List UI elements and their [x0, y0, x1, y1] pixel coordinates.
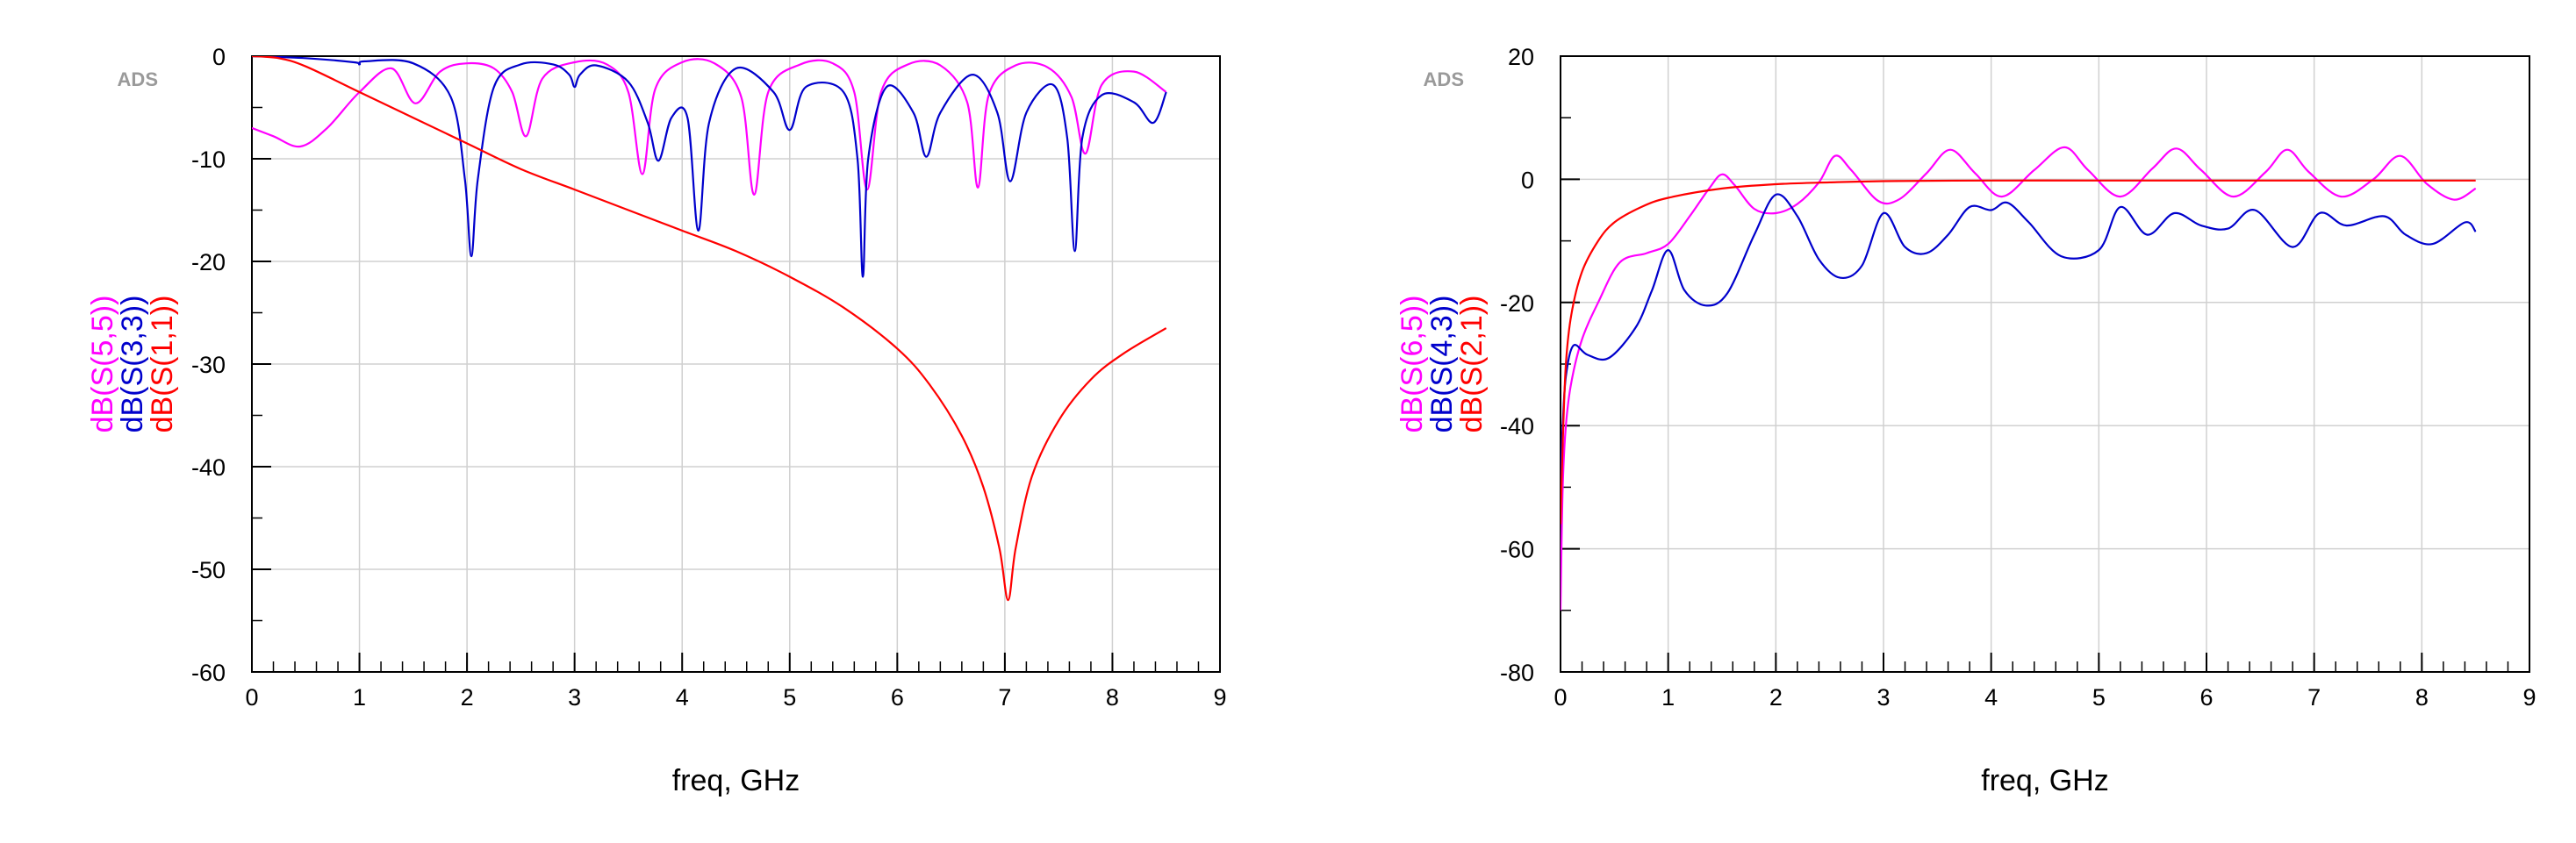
y-tick-label: -50 [191, 557, 226, 583]
series-line-db-s-4-3 [1561, 193, 2477, 488]
y-tick-label: 0 [212, 44, 226, 70]
x-tick-label: 9 [1213, 684, 1226, 711]
legend-entry: dB(S(3,3)) [116, 296, 149, 433]
x-tick-label: 5 [783, 684, 796, 711]
x-tick-label: 7 [2307, 684, 2321, 711]
y-tick-label: -80 [1500, 660, 1534, 686]
legend-entry: dB(S(6,5)) [1396, 296, 1429, 433]
y-tick-label: -10 [191, 146, 226, 173]
x-tick-label: 8 [2415, 684, 2429, 711]
series-group [1561, 146, 2477, 611]
x-tick-label: 4 [1984, 684, 1998, 711]
x-tick-label: 6 [891, 684, 904, 711]
x-tick-label: 7 [998, 684, 1011, 711]
x-tick-label: 6 [2199, 684, 2213, 711]
y-tick-label: -20 [191, 249, 226, 275]
y-tick-label: 20 [1508, 44, 1534, 70]
grid [252, 56, 1220, 672]
y-tick-label: -40 [191, 454, 226, 481]
x-tick-label: 9 [2522, 684, 2536, 711]
x-tick-label: 0 [245, 684, 258, 711]
x-minor-ticks [272, 661, 1200, 672]
y-legend: dB(S(6,5))dB(S(4,3))dB(S(2,1)) [1396, 296, 1489, 433]
ads-watermark: ADS [1424, 68, 1464, 90]
x-tick-label: 1 [353, 684, 366, 711]
grid [1561, 56, 2529, 672]
y-tick-label: -60 [1500, 537, 1534, 563]
x-axis-label: freq, GHz [672, 764, 800, 797]
legend-entry: dB(S(1,1)) [146, 296, 179, 433]
series-group [252, 56, 1167, 602]
y-minor-ticks [252, 106, 262, 622]
x-tick-label: 2 [1769, 684, 1783, 711]
chart-2: 0 1 2 3 4 5 6 7 8 9 20 0 -20 -40 -60 -80 ADS freq, GHz dB(… [1396, 44, 2537, 797]
x-tick-label: 3 [1876, 684, 1890, 711]
series-line-db-s-2-1 [1561, 179, 2476, 525]
legend-entry: dB(S(2,1)) [1455, 296, 1489, 433]
x-axis-label: freq, GHz [1981, 764, 2108, 797]
y-tick-label: -60 [191, 660, 226, 686]
x-tick-label: 3 [568, 684, 581, 711]
x-tick-label: 2 [461, 684, 474, 711]
series-line-db-s-1-1 [252, 56, 1167, 602]
y-tick-label: -30 [191, 352, 226, 378]
chart-1: 0 1 2 3 4 5 6 7 8 9 0 -10 -20 -30 -40 -50 -60 ADS freq, GH… [86, 44, 1227, 797]
y-legend: dB(S(5,5))dB(S(3,3))dB(S(1,1)) [86, 296, 179, 433]
series-line-db-s-6-5 [1561, 146, 2477, 611]
y-tick-label: 0 [1521, 167, 1534, 193]
legend-entry: dB(S(5,5)) [86, 296, 119, 433]
x-minor-ticks [1581, 661, 2509, 672]
y-tick-label: -40 [1500, 413, 1534, 439]
x-tick-label: 8 [1106, 684, 1119, 711]
series-line-db-s-5-5 [252, 58, 1167, 196]
x-tick-label: 5 [2092, 684, 2106, 711]
x-tick-label: 1 [1661, 684, 1675, 711]
x-tick-label: 4 [676, 684, 689, 711]
ads-watermark: ADS [118, 68, 158, 90]
x-tick-label: 0 [1553, 684, 1567, 711]
plot-frame [1560, 55, 2530, 673]
y-tick-label: -20 [1500, 290, 1534, 317]
series-line-db-s-3-3 [252, 56, 1167, 278]
legend-entry: dB(S(4,3)) [1425, 296, 1459, 433]
